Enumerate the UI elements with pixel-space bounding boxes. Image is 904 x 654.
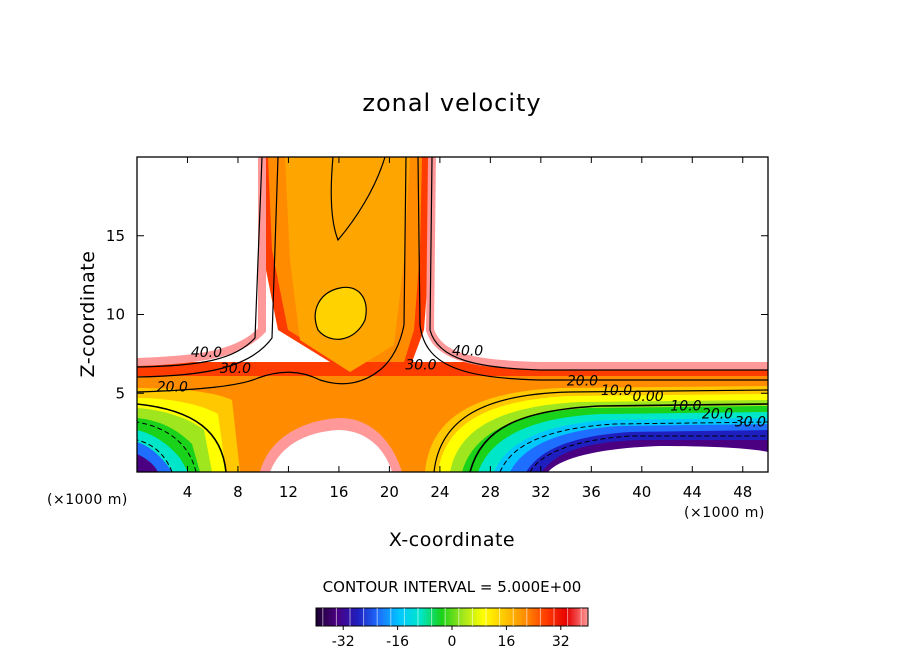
contour-label: 0.00 bbox=[633, 389, 664, 405]
contour-line bbox=[314, 286, 367, 340]
y-tick-label: 10 bbox=[106, 306, 125, 324]
contour-line bbox=[433, 389, 768, 472]
colorbar bbox=[315, 607, 589, 627]
contour-line bbox=[137, 439, 173, 472]
contour-line bbox=[137, 421, 197, 472]
x-tick-label: 32 bbox=[531, 483, 550, 501]
contour-line bbox=[137, 157, 279, 378]
contour-line bbox=[137, 157, 263, 368]
contour-label: 20.0 bbox=[157, 380, 188, 396]
contour-label: 10.0 bbox=[670, 399, 701, 415]
contour-label: 40.0 bbox=[452, 343, 483, 359]
colorbar-tick-label: -16 bbox=[386, 634, 409, 650]
x-tick-label: 12 bbox=[279, 483, 298, 501]
y-axis-label: Z-coordinate bbox=[77, 251, 99, 378]
x-tick-label: 48 bbox=[733, 483, 752, 501]
x-tick-label: 28 bbox=[481, 483, 500, 501]
y-tick-label: 15 bbox=[106, 227, 125, 245]
x-tick-label: 4 bbox=[183, 483, 193, 501]
contour-label: 30.0 bbox=[405, 358, 436, 374]
chart-title: zonal velocity bbox=[362, 89, 541, 117]
x-tick-label: 36 bbox=[582, 483, 601, 501]
x-axis-label: X-coordinate bbox=[389, 529, 515, 551]
y-axis: 5 10 15 bbox=[106, 227, 768, 402]
contour-label: 30.0 bbox=[735, 414, 766, 430]
contour-field bbox=[137, 157, 768, 472]
contour-label: 40.0 bbox=[191, 345, 222, 361]
x-unit-label-left: (×1000 m) bbox=[47, 492, 128, 508]
contour-label: 10.0 bbox=[601, 383, 632, 399]
x-tick-label: 20 bbox=[380, 483, 399, 501]
contour-label: 20.0 bbox=[702, 406, 733, 422]
colorbar-tick-label: 0 bbox=[448, 634, 457, 650]
colorbar-tick-label: -32 bbox=[332, 634, 355, 650]
contour-line bbox=[429, 157, 768, 371]
contour-line bbox=[330, 157, 386, 242]
contour-label: 20.0 bbox=[567, 373, 598, 389]
contour-line bbox=[137, 157, 407, 393]
contour-label: 30.0 bbox=[220, 361, 251, 377]
colorbar-tick-label: 32 bbox=[552, 634, 570, 650]
colorbar-tick-label: 16 bbox=[497, 634, 515, 650]
x-tick-label: 40 bbox=[632, 483, 651, 501]
x-tick-label: 44 bbox=[683, 483, 702, 501]
contour-line bbox=[499, 421, 768, 472]
x-tick-label: 24 bbox=[430, 483, 449, 501]
colorbar-ticks: -32 -16 0 16 32 bbox=[322, 608, 582, 650]
contour-line bbox=[137, 403, 227, 472]
contour-line bbox=[529, 435, 768, 472]
x-tick-label: 8 bbox=[233, 483, 243, 501]
contour-line bbox=[469, 403, 768, 472]
contour-line bbox=[417, 157, 768, 381]
contour-interval-text: CONTOUR INTERVAL = 5.000E+00 bbox=[323, 578, 582, 596]
x-unit-label-right: (×1000 m) bbox=[684, 505, 765, 521]
x-axis: 4 8 12 16 20 24 28 32 36 40 44 48 bbox=[183, 157, 752, 501]
y-tick-label: 5 bbox=[115, 384, 125, 402]
x-tick-label: 16 bbox=[329, 483, 348, 501]
